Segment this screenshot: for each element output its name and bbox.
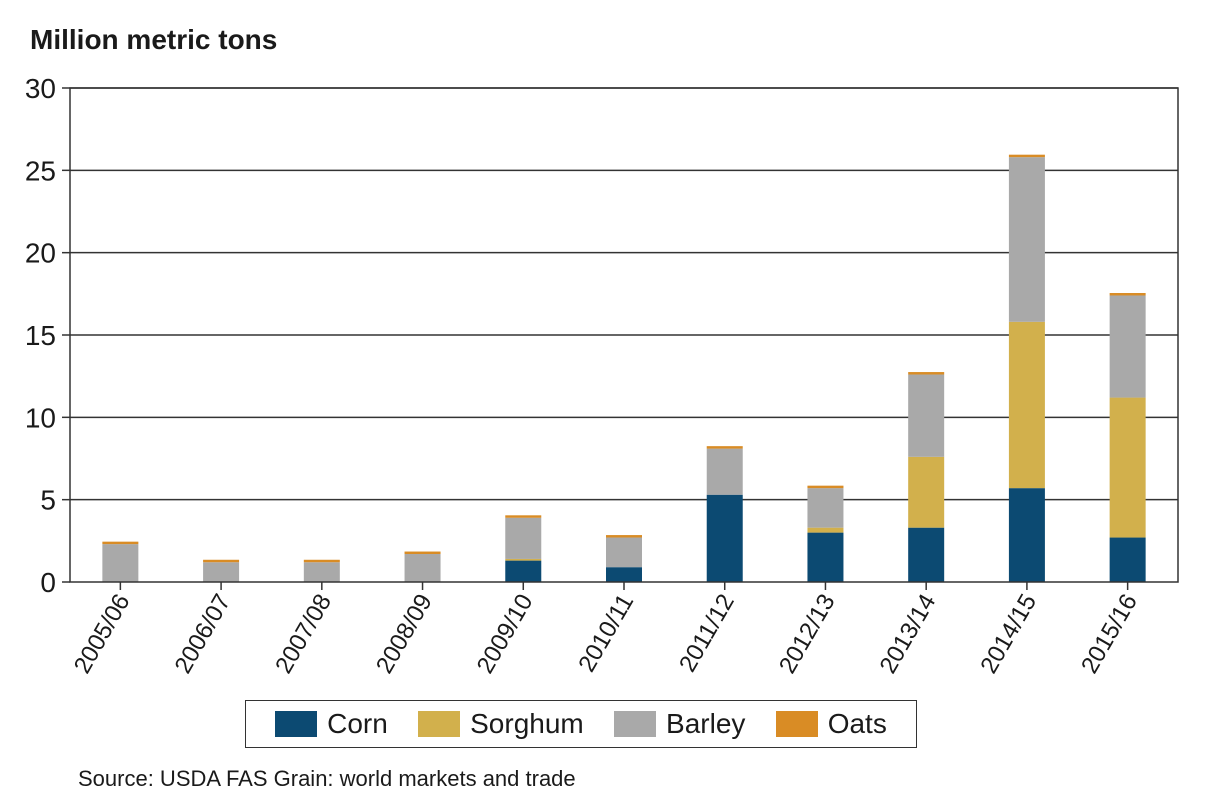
y-tick-label: 30 xyxy=(25,73,56,104)
y-tick-label: 0 xyxy=(40,567,56,598)
bar-barley-2010-11 xyxy=(606,537,642,568)
bar-barley-2008-09 xyxy=(404,554,441,582)
bar-barley-2011-12 xyxy=(706,448,743,495)
x-tick-label: 2012/13 xyxy=(774,590,841,679)
legend-swatch xyxy=(775,711,818,737)
bar-corn-2012-13 xyxy=(807,532,844,582)
bar-barley-2014-15 xyxy=(1008,157,1045,322)
bar-sorghum-2015-16 xyxy=(1109,397,1146,538)
plot-frame xyxy=(69,87,1179,583)
legend-item-sorghum: Sorghum xyxy=(418,708,584,740)
bar-corn-2009-10 xyxy=(505,560,542,582)
x-tick-label: 2013/14 xyxy=(875,590,942,679)
legend-label: Sorghum xyxy=(470,708,584,739)
x-tick-label: 2006/07 xyxy=(170,590,237,679)
bar-barley-2006-07 xyxy=(203,562,240,582)
x-tick-label: 2010/11 xyxy=(573,590,639,677)
bar-oats-2008-09 xyxy=(404,551,441,555)
x-tick-label: 2007/08 xyxy=(270,590,337,679)
bar-oats-2010-11 xyxy=(606,535,642,538)
source-note: Source: USDA FAS Grain: world markets an… xyxy=(78,766,576,791)
x-tick-label: 2008/09 xyxy=(371,590,438,679)
legend-swatch xyxy=(275,711,318,737)
bar-oats-2009-10 xyxy=(505,515,542,518)
bar-sorghum-2009-10 xyxy=(505,558,542,561)
x-tick-label: 2014/15 xyxy=(975,590,1042,679)
stacked-bar-chart: 0 5 10 15 20 25 30 2005/06 2006/07 2007/08 2008/09… xyxy=(25,73,1179,679)
x-tick-label: 2011/12 xyxy=(674,590,740,677)
bar-oats-2006-07 xyxy=(203,559,240,563)
bar-oats-2012-13 xyxy=(807,485,844,489)
legend-swatch xyxy=(614,711,657,737)
bar-sorghum-2014-15 xyxy=(1008,321,1045,489)
bar-oats-2005-06 xyxy=(102,541,139,545)
bar-sorghum-2012-13 xyxy=(807,527,844,533)
bar-oats-2013-14 xyxy=(908,372,945,375)
bar-corn-2015-16 xyxy=(1109,537,1146,582)
bar-sorghum-2013-14 xyxy=(908,456,945,528)
bar-barley-2007-08 xyxy=(303,562,340,582)
y-tick-label: 5 xyxy=(40,485,56,516)
bar-corn-2011-12 xyxy=(706,494,743,582)
legend-item-corn: Corn xyxy=(275,708,388,740)
legend-item-oats: Oats xyxy=(775,708,887,740)
y-tick-label: 25 xyxy=(25,155,56,186)
y-tick-label: 10 xyxy=(25,402,56,433)
bar-corn-2013-14 xyxy=(908,527,945,582)
bar-barley-2015-16 xyxy=(1109,295,1146,398)
bar-barley-2013-14 xyxy=(908,374,945,457)
bar-barley-2012-13 xyxy=(807,488,844,528)
chart-legend: Corn Sorghum Barley Oats xyxy=(245,700,917,748)
bar-oats-2015-16 xyxy=(1109,293,1146,296)
legend-label: Corn xyxy=(327,708,388,739)
y-tick-label: 15 xyxy=(25,320,56,351)
bar-corn-2014-15 xyxy=(1008,488,1045,582)
bar-oats-2011-12 xyxy=(706,446,743,449)
x-tick-label: 2009/10 xyxy=(472,590,539,679)
y-axis-unit-label: Million metric tons xyxy=(30,24,278,55)
x-tick-label: 2015/16 xyxy=(1076,590,1143,679)
bar-corn-2010-11 xyxy=(606,567,642,582)
legend-label: Barley xyxy=(666,708,746,739)
bar-oats-2007-08 xyxy=(303,559,340,563)
bar-barley-2005-06 xyxy=(102,544,139,582)
bar-oats-2014-15 xyxy=(1008,154,1045,158)
y-tick-label: 20 xyxy=(25,238,56,269)
legend-label: Oats xyxy=(827,708,887,739)
x-tick-label: 2005/06 xyxy=(69,590,136,679)
bar-barley-2009-10 xyxy=(505,517,542,559)
legend-item-barley: Barley xyxy=(614,708,745,740)
legend-swatch xyxy=(418,711,461,737)
